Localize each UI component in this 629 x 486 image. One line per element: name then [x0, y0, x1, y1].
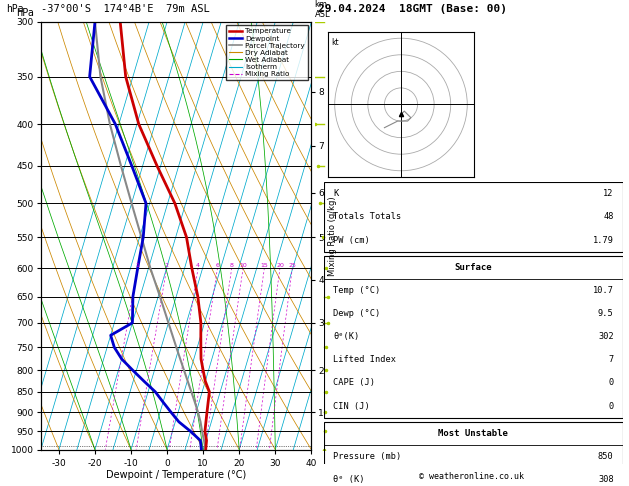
Text: 1.79: 1.79	[593, 236, 614, 244]
Text: 25: 25	[288, 263, 296, 268]
Text: -37°00'S  174°4B'E  79m ASL: -37°00'S 174°4B'E 79m ASL	[41, 4, 209, 14]
Text: 4: 4	[196, 263, 200, 268]
Text: 0: 0	[608, 379, 614, 387]
Text: 12: 12	[603, 190, 614, 198]
Text: 0: 0	[608, 401, 614, 411]
Text: Temp (°C): Temp (°C)	[333, 286, 380, 295]
Text: kt: kt	[331, 38, 339, 47]
Text: 1: 1	[136, 263, 140, 268]
Text: 15: 15	[260, 263, 268, 268]
Text: 8: 8	[230, 263, 234, 268]
Text: 48: 48	[603, 212, 614, 222]
Text: 2: 2	[165, 263, 169, 268]
X-axis label: Dewpoint / Temperature (°C): Dewpoint / Temperature (°C)	[106, 470, 246, 480]
Text: km
ASL: km ASL	[314, 0, 330, 19]
Text: Pressure (mb): Pressure (mb)	[333, 452, 401, 461]
Text: Lifted Index: Lifted Index	[333, 355, 396, 364]
Text: CAPE (J): CAPE (J)	[333, 379, 375, 387]
Text: 10.7: 10.7	[593, 286, 614, 295]
Text: 308: 308	[598, 475, 614, 484]
Text: 302: 302	[598, 332, 614, 341]
Text: Most Unstable: Most Unstable	[438, 429, 508, 438]
Text: PW (cm): PW (cm)	[333, 236, 370, 244]
Text: CIN (J): CIN (J)	[333, 401, 370, 411]
Bar	[324, 256, 623, 417]
Bar	[324, 182, 623, 252]
Text: K: K	[333, 190, 338, 198]
Text: hPa: hPa	[6, 4, 24, 14]
Text: 10: 10	[239, 263, 247, 268]
Text: θᵉ (K): θᵉ (K)	[333, 475, 364, 484]
Bar	[324, 422, 623, 486]
Legend: Temperature, Dewpoint, Parcel Trajectory, Dry Adiabat, Wet Adiabat, Isotherm, Mi: Temperature, Dewpoint, Parcel Trajectory…	[226, 25, 308, 80]
Text: θᵉ(K): θᵉ(K)	[333, 332, 359, 341]
Text: 850: 850	[598, 452, 614, 461]
Text: 9.5: 9.5	[598, 309, 614, 318]
Text: 20: 20	[276, 263, 284, 268]
Text: 6: 6	[216, 263, 220, 268]
Text: Surface: Surface	[455, 263, 492, 272]
Text: Dewp (°C): Dewp (°C)	[333, 309, 380, 318]
Text: Totals Totals: Totals Totals	[333, 212, 401, 222]
Text: 29.04.2024  18GMT (Base: 00): 29.04.2024 18GMT (Base: 00)	[318, 4, 506, 14]
Y-axis label: Mixing Ratio (g/kg): Mixing Ratio (g/kg)	[328, 196, 337, 276]
Text: © weatheronline.co.uk: © weatheronline.co.uk	[420, 472, 524, 481]
Text: 7: 7	[608, 355, 614, 364]
Text: hPa: hPa	[16, 8, 35, 17]
